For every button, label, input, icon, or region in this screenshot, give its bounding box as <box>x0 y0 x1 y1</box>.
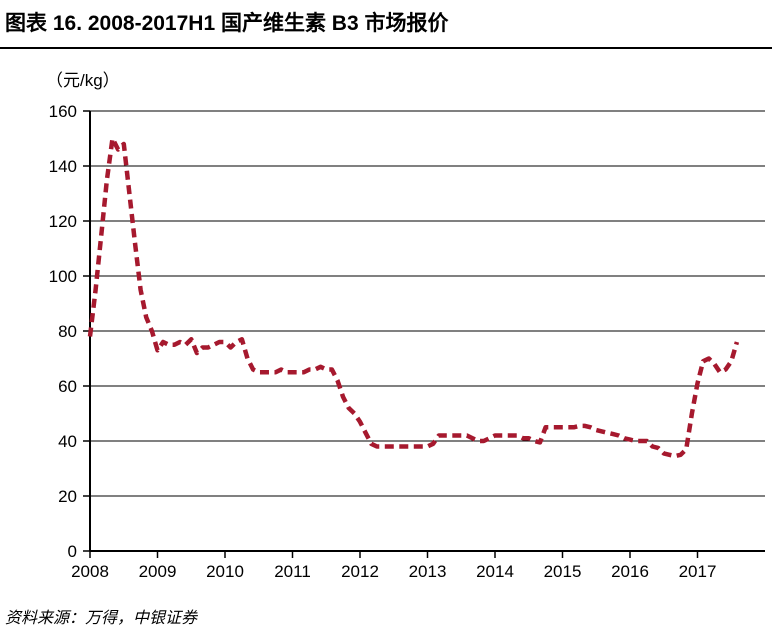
svg-text:40: 40 <box>58 432 77 451</box>
svg-text:2011: 2011 <box>274 562 311 581</box>
price-series-line <box>87 136 740 459</box>
source-note: 资料来源：万得，中银证券 <box>5 610 198 627</box>
svg-text:2015: 2015 <box>544 562 582 581</box>
svg-text:160: 160 <box>49 102 77 121</box>
svg-text:80: 80 <box>58 322 77 341</box>
y-axis-ticks: 0 20 40 60 80 100 120 140 160 <box>49 102 90 561</box>
svg-text:2008: 2008 <box>71 562 109 581</box>
svg-text:2012: 2012 <box>341 562 379 581</box>
svg-text:2014: 2014 <box>476 562 514 581</box>
x-axis-ticks: 2008 2009 2010 2011 2012 2013 2014 2015 2016 2017 <box>71 551 716 581</box>
svg-text:2010: 2010 <box>206 562 244 581</box>
svg-text:（元/kg）: （元/kg） <box>46 71 120 90</box>
svg-text:20: 20 <box>58 487 77 506</box>
svg-text:2013: 2013 <box>409 562 447 581</box>
svg-text:60: 60 <box>58 377 77 396</box>
svg-text:100: 100 <box>49 267 77 286</box>
gridlines <box>90 110 765 497</box>
svg-text:0: 0 <box>68 542 77 561</box>
svg-text:2009: 2009 <box>139 562 177 581</box>
svg-text:120: 120 <box>49 212 77 231</box>
y-axis-unit-label: （元/kg） <box>46 71 120 90</box>
svg-text:140: 140 <box>49 157 77 176</box>
svg-text:2017: 2017 <box>679 562 717 581</box>
title-divider <box>0 47 772 49</box>
figure-title: 图表 16. 2008-2017H1 国产维生素 B3 市场报价 <box>5 12 449 35</box>
svg-text:2016: 2016 <box>611 562 649 581</box>
